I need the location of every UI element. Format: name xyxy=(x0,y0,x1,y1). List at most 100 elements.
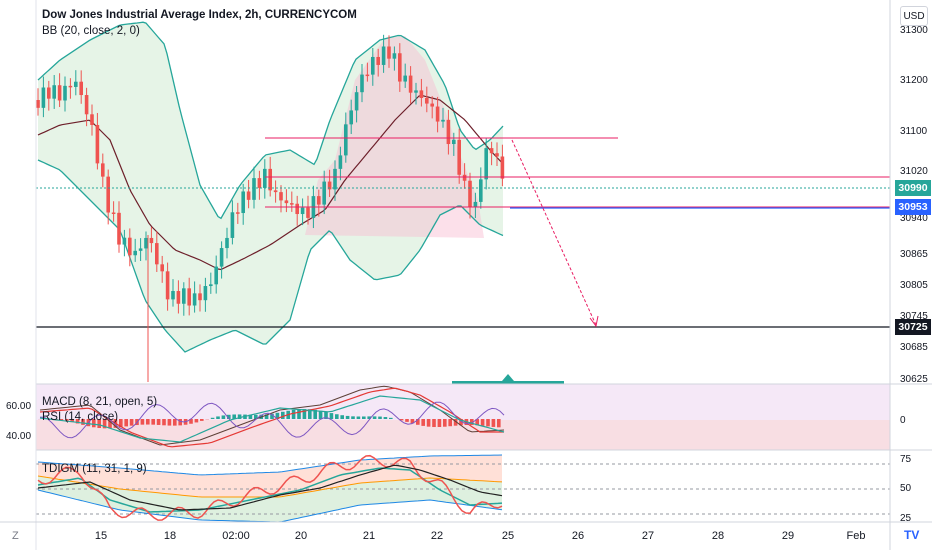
candle-body xyxy=(435,106,440,122)
candle-body xyxy=(106,176,110,213)
tdigm-band-fill-lower xyxy=(38,476,502,522)
time-tick: 28 xyxy=(711,530,725,542)
candle-body xyxy=(133,250,137,256)
macd-histogram-bar xyxy=(227,414,231,419)
candle-body xyxy=(36,100,40,108)
candle-body xyxy=(468,180,472,207)
macd-histogram-bar xyxy=(497,419,501,428)
bollinger-basis-line xyxy=(37,94,504,271)
macd-histogram-bar xyxy=(65,419,69,421)
bollinger-upper-band xyxy=(37,21,504,220)
macd-histogram-bar xyxy=(59,419,64,421)
macd-histogram-bar xyxy=(70,419,74,423)
candle-body xyxy=(333,168,337,190)
macd-histogram-bar xyxy=(470,419,474,426)
macd-histogram-bar xyxy=(416,419,420,425)
candle-body xyxy=(246,191,251,200)
candle-body xyxy=(376,56,380,65)
candle-body xyxy=(79,81,83,96)
macd-histogram-bar xyxy=(302,409,307,419)
time-tick: 18 xyxy=(163,530,177,542)
candle-body xyxy=(117,212,121,245)
macd-histogram-bar xyxy=(491,419,496,427)
candle-body xyxy=(214,266,218,285)
price-tick: 31100 xyxy=(900,126,928,137)
time-tick: Feb xyxy=(846,530,866,542)
price-tick: 30685 xyxy=(900,342,928,353)
price-tag-level: 30953 xyxy=(895,199,931,215)
time-tick: 15 xyxy=(94,530,108,542)
macd-zero-tick: 0 xyxy=(900,415,906,426)
macd-histogram-bar xyxy=(194,419,199,423)
candle-body xyxy=(365,74,370,77)
candle-body xyxy=(198,293,202,301)
price-tick: 30625 xyxy=(900,374,928,385)
price-tick: 30805 xyxy=(900,280,928,291)
macd-histogram-bar xyxy=(448,419,452,427)
chart-title-legend[interactable]: Dow Jones Industrial Average Index, 2h, … xyxy=(42,8,357,22)
macd-histogram xyxy=(38,409,501,429)
main-price-pane[interactable] xyxy=(36,21,890,384)
macd-histogram-bar xyxy=(232,414,236,419)
candle-body xyxy=(257,178,262,188)
price-tick: 30865 xyxy=(900,249,928,260)
projection-arrow-head xyxy=(589,315,599,328)
macd-rsi-pane[interactable] xyxy=(36,383,932,451)
candle-body xyxy=(95,124,100,164)
macd-histogram-bar xyxy=(162,419,166,426)
macd-histogram-bar xyxy=(237,414,242,419)
macd-histogram-bar xyxy=(254,414,258,419)
macd-histogram-bar xyxy=(432,419,436,428)
macd-histogram-bar xyxy=(156,419,161,425)
candle-body xyxy=(430,103,434,107)
candle-body xyxy=(236,212,240,214)
candle-body xyxy=(209,284,213,287)
rsi-line xyxy=(39,401,505,439)
candle-body xyxy=(327,181,332,190)
macd-histogram-bar xyxy=(437,419,442,428)
macd-histogram-bar xyxy=(421,419,425,426)
candle-body xyxy=(273,190,278,193)
macd-histogram-bar xyxy=(291,409,296,419)
candle-body xyxy=(111,212,116,215)
macd-histogram-bar xyxy=(102,419,107,429)
tdigm-tick: 75 xyxy=(900,454,912,465)
macd-histogram-bar xyxy=(108,419,112,429)
candles-group xyxy=(36,34,505,316)
rsi-left-tick: 40.00 xyxy=(6,431,32,442)
candle-body xyxy=(230,212,235,238)
macd-legend[interactable]: MACD (8, 21, open, 5) xyxy=(42,396,158,408)
macd-histogram-bar xyxy=(216,416,220,419)
macd-histogram-bar xyxy=(248,414,253,419)
tdigm-pane[interactable] xyxy=(36,454,890,523)
candle-body xyxy=(63,85,67,101)
candle-body xyxy=(263,168,267,188)
candle-body xyxy=(408,75,413,93)
macd-histogram-bar xyxy=(443,419,447,427)
rsi-legend[interactable]: RSI (14, close) xyxy=(42,411,119,423)
macd-histogram-bar xyxy=(389,417,393,419)
candle-body xyxy=(182,288,186,304)
candle-body xyxy=(160,264,164,272)
macd-histogram-bar xyxy=(119,419,123,428)
candle-body xyxy=(219,248,224,267)
macd-histogram-bar xyxy=(335,414,339,419)
currency-button[interactable]: USD xyxy=(900,6,928,26)
candle-body xyxy=(381,46,386,65)
candle-body xyxy=(387,46,391,59)
price-axis[interactable]: 31300 31200 31100 31020 30940 30865 3080… xyxy=(890,0,932,550)
macd-histogram-bar xyxy=(167,419,172,426)
tdigm-legend[interactable]: TDIGM (11, 31, 1, 9) xyxy=(42,463,147,475)
candle-body xyxy=(225,237,229,249)
candle-body xyxy=(138,248,143,251)
macd-histogram-bar xyxy=(486,419,490,427)
candle-body xyxy=(317,196,321,205)
tdigm-upper-band xyxy=(37,454,503,476)
timezone-z-button[interactable]: Z xyxy=(12,530,19,542)
macd-histogram-bar xyxy=(173,419,177,426)
bb-legend[interactable]: BB (20, close, 2, 0) xyxy=(42,25,140,37)
time-tick: 25 xyxy=(501,530,515,542)
candle-body xyxy=(187,288,191,306)
tradingview-logo[interactable]: TV xyxy=(904,528,920,542)
